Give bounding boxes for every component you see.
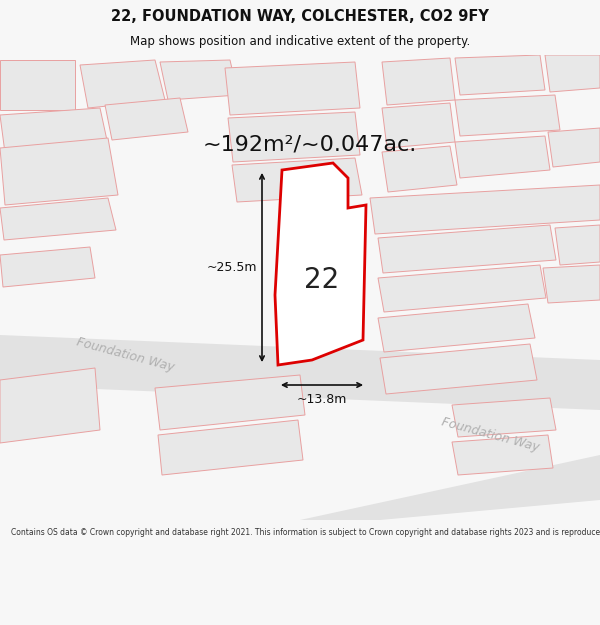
Polygon shape xyxy=(548,128,600,167)
Polygon shape xyxy=(232,158,362,202)
Polygon shape xyxy=(0,368,100,443)
Polygon shape xyxy=(455,55,545,95)
Polygon shape xyxy=(370,185,600,234)
Polygon shape xyxy=(0,335,600,410)
Polygon shape xyxy=(80,60,165,108)
Polygon shape xyxy=(382,103,455,148)
Polygon shape xyxy=(155,375,305,430)
Polygon shape xyxy=(0,108,108,153)
Polygon shape xyxy=(378,225,556,273)
Polygon shape xyxy=(452,398,556,437)
Polygon shape xyxy=(455,136,550,178)
Text: Map shows position and indicative extent of the property.: Map shows position and indicative extent… xyxy=(130,35,470,48)
Text: Foundation Way: Foundation Way xyxy=(440,416,541,454)
Polygon shape xyxy=(160,60,238,100)
Text: ~13.8m: ~13.8m xyxy=(297,393,347,406)
Text: Contains OS data © Crown copyright and database right 2021. This information is : Contains OS data © Crown copyright and d… xyxy=(11,528,600,538)
Polygon shape xyxy=(382,146,457,192)
Polygon shape xyxy=(380,344,537,394)
Polygon shape xyxy=(225,62,360,115)
Polygon shape xyxy=(452,435,553,475)
Polygon shape xyxy=(228,112,360,162)
Polygon shape xyxy=(455,95,560,136)
Polygon shape xyxy=(378,265,546,312)
Text: Foundation Way: Foundation Way xyxy=(74,336,175,374)
Polygon shape xyxy=(0,198,116,240)
Text: ~25.5m: ~25.5m xyxy=(206,261,257,274)
Polygon shape xyxy=(545,55,600,92)
Text: ~192m²/~0.047ac.: ~192m²/~0.047ac. xyxy=(203,135,417,155)
Polygon shape xyxy=(0,247,95,287)
Polygon shape xyxy=(158,420,303,475)
Polygon shape xyxy=(378,304,535,352)
Polygon shape xyxy=(300,455,600,520)
Polygon shape xyxy=(0,60,75,110)
Polygon shape xyxy=(543,265,600,303)
Text: 22: 22 xyxy=(304,266,340,294)
Polygon shape xyxy=(382,58,455,105)
Polygon shape xyxy=(555,225,600,265)
Polygon shape xyxy=(105,98,188,140)
Polygon shape xyxy=(0,138,118,205)
Polygon shape xyxy=(275,163,366,365)
Text: 22, FOUNDATION WAY, COLCHESTER, CO2 9FY: 22, FOUNDATION WAY, COLCHESTER, CO2 9FY xyxy=(111,9,489,24)
